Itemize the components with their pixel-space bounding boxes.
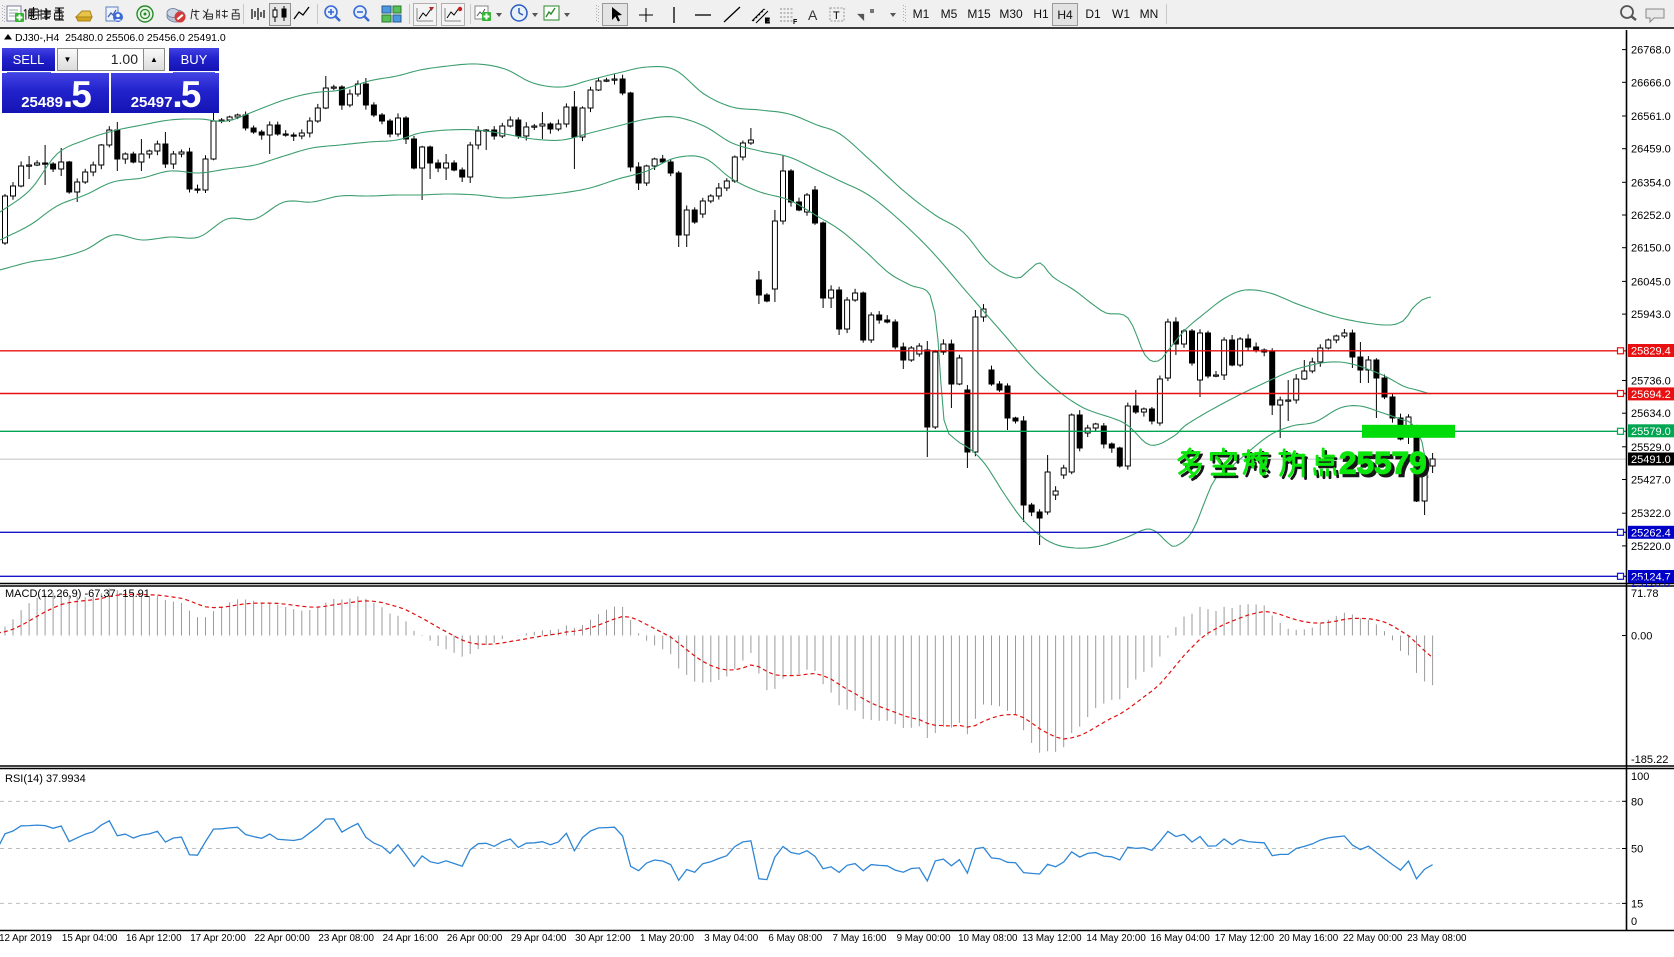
svg-text:16 Apr 12:00: 16 Apr 12:00 <box>126 933 182 944</box>
svg-text:16 May 04:00: 16 May 04:00 <box>1151 933 1211 944</box>
svg-text:25427.0: 25427.0 <box>1631 475 1671 487</box>
svg-text:3 May 04:00: 3 May 04:00 <box>704 933 758 944</box>
svg-text:80: 80 <box>1631 796 1643 808</box>
svg-text:25694.2: 25694.2 <box>1631 389 1671 401</box>
svg-text:71.78: 71.78 <box>1631 588 1659 600</box>
svg-text:26666.0: 26666.0 <box>1631 77 1671 89</box>
svg-text:25736.0: 25736.0 <box>1631 376 1671 388</box>
svg-text:25116.0: 25116.0 <box>1631 578 1670 590</box>
svg-text:30 Apr 12:00: 30 Apr 12:00 <box>575 933 631 944</box>
svg-text:26768.0: 26768.0 <box>1631 45 1671 57</box>
svg-text:0.00: 0.00 <box>1631 631 1652 643</box>
svg-text:50: 50 <box>1631 844 1643 856</box>
svg-text:RSI(14) 37.9934: RSI(14) 37.9934 <box>5 773 86 785</box>
svg-text:12 Apr 2019: 12 Apr 2019 <box>0 933 52 944</box>
svg-text:7 May 16:00: 7 May 16:00 <box>833 933 887 944</box>
svg-text:26354.0: 26354.0 <box>1631 177 1671 189</box>
svg-text:13 May 12:00: 13 May 12:00 <box>1022 933 1082 944</box>
svg-text:25943.0: 25943.0 <box>1631 309 1671 321</box>
svg-text:26561.0: 26561.0 <box>1631 111 1671 123</box>
svg-text:25829.4: 25829.4 <box>1631 346 1671 358</box>
svg-text:26 Apr 00:00: 26 Apr 00:00 <box>447 933 503 944</box>
svg-text:25124.7: 25124.7 <box>1631 572 1671 584</box>
svg-text:F: F <box>793 19 798 26</box>
svg-text:23 May 08:00: 23 May 08:00 <box>1407 933 1467 944</box>
svg-text:14 May 20:00: 14 May 20:00 <box>1086 933 1146 944</box>
svg-text:24 Apr 16:00: 24 Apr 16:00 <box>383 933 439 944</box>
svg-text:22 May 00:00: 22 May 00:00 <box>1343 933 1403 944</box>
svg-text:15: 15 <box>1631 898 1643 910</box>
svg-text:26252.0: 26252.0 <box>1631 210 1671 222</box>
svg-text:1 May 20:00: 1 May 20:00 <box>640 933 694 944</box>
svg-text:0: 0 <box>1631 916 1637 928</box>
svg-text:17 May 12:00: 17 May 12:00 <box>1215 933 1275 944</box>
svg-text:25220.0: 25220.0 <box>1631 541 1671 553</box>
svg-text:29 Apr 04:00: 29 Apr 04:00 <box>511 933 567 944</box>
svg-text:E: E <box>765 18 770 25</box>
svg-text:25322.0: 25322.0 <box>1631 508 1671 520</box>
svg-text:MACD(12,26,9) -67.37 -15.91: MACD(12,26,9) -67.37 -15.91 <box>5 588 150 600</box>
svg-text:26150.0: 26150.0 <box>1631 243 1671 255</box>
svg-text:26459.0: 26459.0 <box>1631 144 1671 156</box>
svg-text:25634.0: 25634.0 <box>1631 408 1671 420</box>
svg-text:26045.0: 26045.0 <box>1631 276 1671 288</box>
svg-text:A: A <box>808 7 818 23</box>
svg-text:23 Apr 08:00: 23 Apr 08:00 <box>318 933 374 944</box>
svg-text:25262.4: 25262.4 <box>1631 528 1671 540</box>
svg-text:22 Apr 00:00: 22 Apr 00:00 <box>254 933 310 944</box>
svg-text:17 Apr 20:00: 17 Apr 20:00 <box>190 933 246 944</box>
svg-text:DJ30-,H4 25480.0 25506.0 2545: DJ30-,H4 25480.0 25506.0 25456.0 25491.0 <box>15 32 226 44</box>
svg-text:6 May 08:00: 6 May 08:00 <box>768 933 822 944</box>
svg-text:15 Apr 04:00: 15 Apr 04:00 <box>62 933 118 944</box>
svg-text:-185.22: -185.22 <box>1631 754 1668 766</box>
svg-text:20 May 16:00: 20 May 16:00 <box>1279 933 1339 944</box>
svg-text:T: T <box>833 10 840 22</box>
svg-text:10 May 08:00: 10 May 08:00 <box>958 933 1018 944</box>
svg-text:25491.0: 25491.0 <box>1631 454 1671 466</box>
svg-text:25529.0: 25529.0 <box>1631 442 1671 454</box>
svg-text:25579: 25579 <box>1339 445 1427 481</box>
svg-text:100: 100 <box>1631 771 1649 783</box>
svg-text:25579.0: 25579.0 <box>1631 426 1671 438</box>
svg-text:9 May 00:00: 9 May 00:00 <box>897 933 951 944</box>
svg-text:25579: 25579 <box>1342 448 1430 484</box>
